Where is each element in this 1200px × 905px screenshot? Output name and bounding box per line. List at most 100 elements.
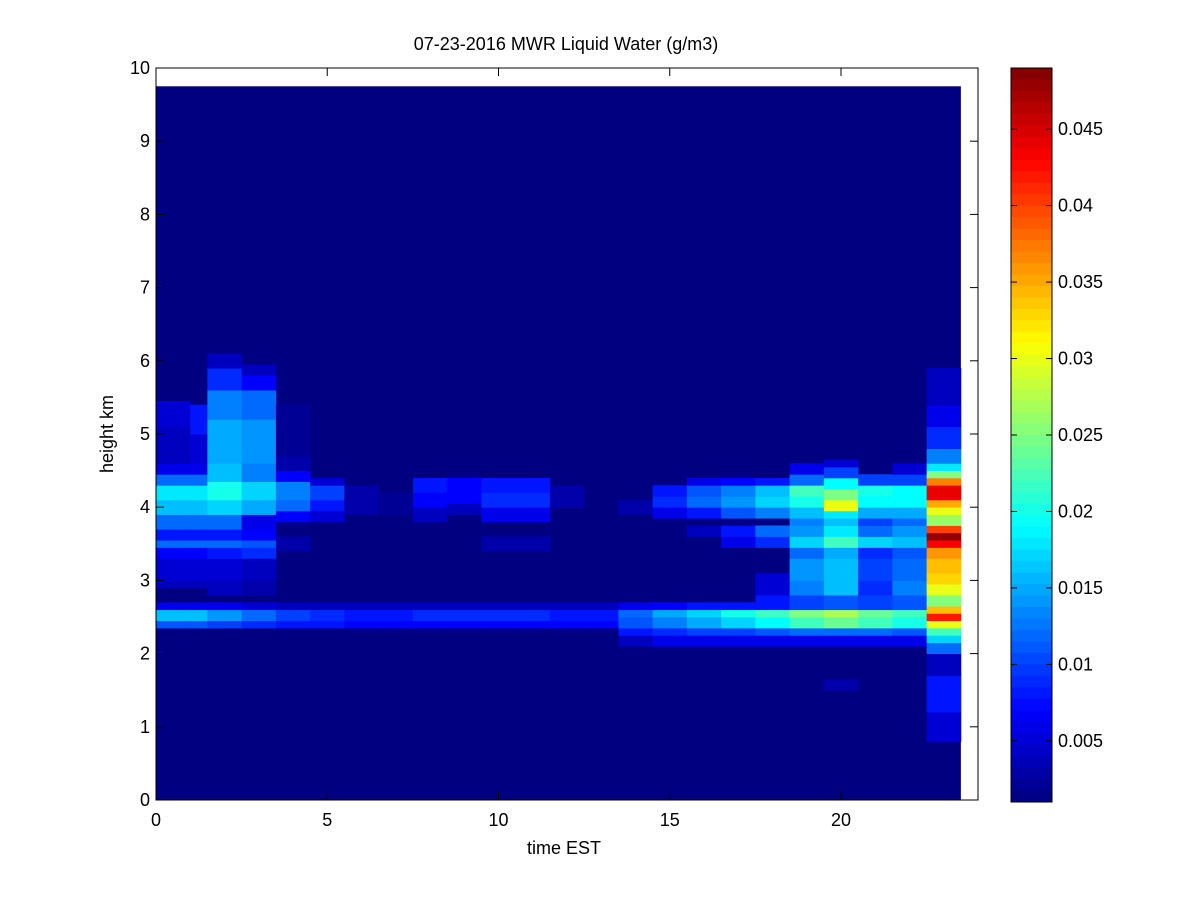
heatmap-cell — [549, 620, 585, 629]
colorbar-tick-label: 0.025 — [1058, 425, 1103, 445]
colorbar-segment — [1011, 549, 1052, 562]
heatmap-cell — [412, 507, 448, 523]
colorbar-tick-label: 0.03 — [1058, 349, 1093, 369]
colorbar-segment — [1011, 492, 1052, 505]
colorbar-tick-label: 0.005 — [1058, 731, 1103, 751]
heatmap-cell — [447, 477, 482, 493]
heatmap-cell — [481, 620, 517, 629]
heatmap-cell — [652, 617, 688, 629]
heatmap-cell — [823, 595, 859, 611]
heatmap-cell — [652, 602, 688, 611]
colorbar-segment — [1011, 194, 1052, 207]
heatmap-cell — [789, 525, 825, 537]
colorbar-tick-label: 0.04 — [1058, 196, 1093, 216]
heatmap-cell — [892, 547, 928, 559]
heatmap-cell — [721, 496, 756, 508]
heatmap-cell — [412, 492, 448, 508]
heatmap-cell — [241, 580, 277, 596]
colorbar-segment — [1011, 446, 1052, 459]
heatmap-cell — [926, 532, 962, 541]
colorbar-segment — [1011, 389, 1052, 402]
y-tick-label: 3 — [140, 570, 150, 590]
heatmap-cell — [721, 525, 756, 537]
heatmap-cell — [721, 477, 756, 486]
colorbar-segment — [1011, 171, 1052, 184]
colorbar-segment — [1011, 779, 1052, 792]
heatmap-cell — [275, 481, 311, 501]
heatmap-cell — [618, 635, 654, 647]
heatmap-cell — [652, 627, 688, 636]
heatmap-cell — [858, 617, 893, 629]
heatmap-cell — [584, 609, 619, 622]
heatmap-cell — [686, 635, 722, 647]
heatmap-cell — [926, 525, 962, 534]
heatmap-cell — [721, 507, 756, 519]
y-tick-label: 2 — [140, 644, 150, 664]
heatmap-cell — [755, 507, 791, 519]
heatmap-cell — [310, 602, 345, 611]
heatmap-cell — [892, 635, 928, 647]
heatmap-cell — [378, 602, 414, 611]
heatmap-cell — [823, 635, 859, 647]
y-tick-label: 0 — [140, 790, 150, 810]
heatmap-cell — [156, 499, 191, 515]
heatmap-cell — [207, 481, 243, 501]
heatmap-cell — [241, 609, 277, 622]
heatmap-cell — [892, 496, 928, 508]
heatmap-cell — [892, 525, 928, 537]
colorbar-segment — [1011, 767, 1052, 780]
x-axis-label: time EST — [527, 838, 601, 858]
heatmap-cell — [447, 620, 482, 629]
heatmap-cell — [156, 463, 191, 475]
heatmap-cell — [755, 609, 791, 618]
heatmap-cell — [789, 595, 825, 611]
y-tick-label: 7 — [140, 278, 150, 298]
colorbar-segment — [1011, 790, 1052, 803]
colorbar-segment — [1011, 698, 1052, 711]
y-tick-label: 10 — [130, 58, 150, 78]
heatmap-cell — [858, 635, 893, 647]
heatmap-cell — [207, 529, 243, 541]
heatmap-cell — [721, 536, 756, 548]
heatmap-cell — [156, 474, 191, 486]
heatmap-cell — [447, 503, 482, 515]
heatmap-cell — [241, 529, 277, 541]
heatmap-cell — [156, 426, 191, 464]
heatmap-cell — [858, 525, 893, 537]
heatmap-cell — [858, 547, 893, 559]
heatmap-cell — [515, 492, 551, 508]
x-tick-label: 0 — [151, 810, 161, 830]
heatmap-cell — [275, 470, 311, 482]
heatmap-cell — [823, 617, 859, 629]
heatmap-cell — [310, 499, 345, 512]
heatmap-cell — [823, 466, 859, 479]
heatmap-cell — [310, 510, 345, 523]
heatmap-cell — [926, 514, 962, 526]
colorbar-segment — [1011, 297, 1052, 310]
heatmap-cell — [823, 518, 859, 526]
heatmap-cell — [207, 368, 243, 391]
colorbar-segment — [1011, 526, 1052, 539]
heatmap-cell — [789, 485, 825, 497]
colorbar-segment — [1011, 377, 1052, 390]
heatmap-cell — [275, 404, 311, 457]
y-tick-label: 6 — [140, 351, 150, 371]
colorbar-segment — [1011, 561, 1052, 574]
heatmap-cell — [686, 477, 722, 486]
colorbar-segment — [1011, 274, 1052, 287]
heatmap-cell — [652, 609, 688, 618]
heatmap-cell — [926, 477, 962, 486]
y-tick-label: 8 — [140, 204, 150, 224]
heatmap-cell — [207, 353, 243, 369]
colorbar-segment — [1011, 480, 1052, 493]
heatmap-cell — [515, 477, 551, 493]
heatmap-cell — [892, 617, 928, 629]
heatmap-cell — [584, 620, 619, 629]
heatmap-cell — [755, 536, 791, 548]
heatmap-cell — [858, 518, 893, 526]
heatmap-cell — [858, 558, 893, 581]
heatmap-cell — [721, 602, 756, 611]
heatmap-cell — [207, 540, 243, 548]
heatmap-cell — [207, 580, 243, 596]
